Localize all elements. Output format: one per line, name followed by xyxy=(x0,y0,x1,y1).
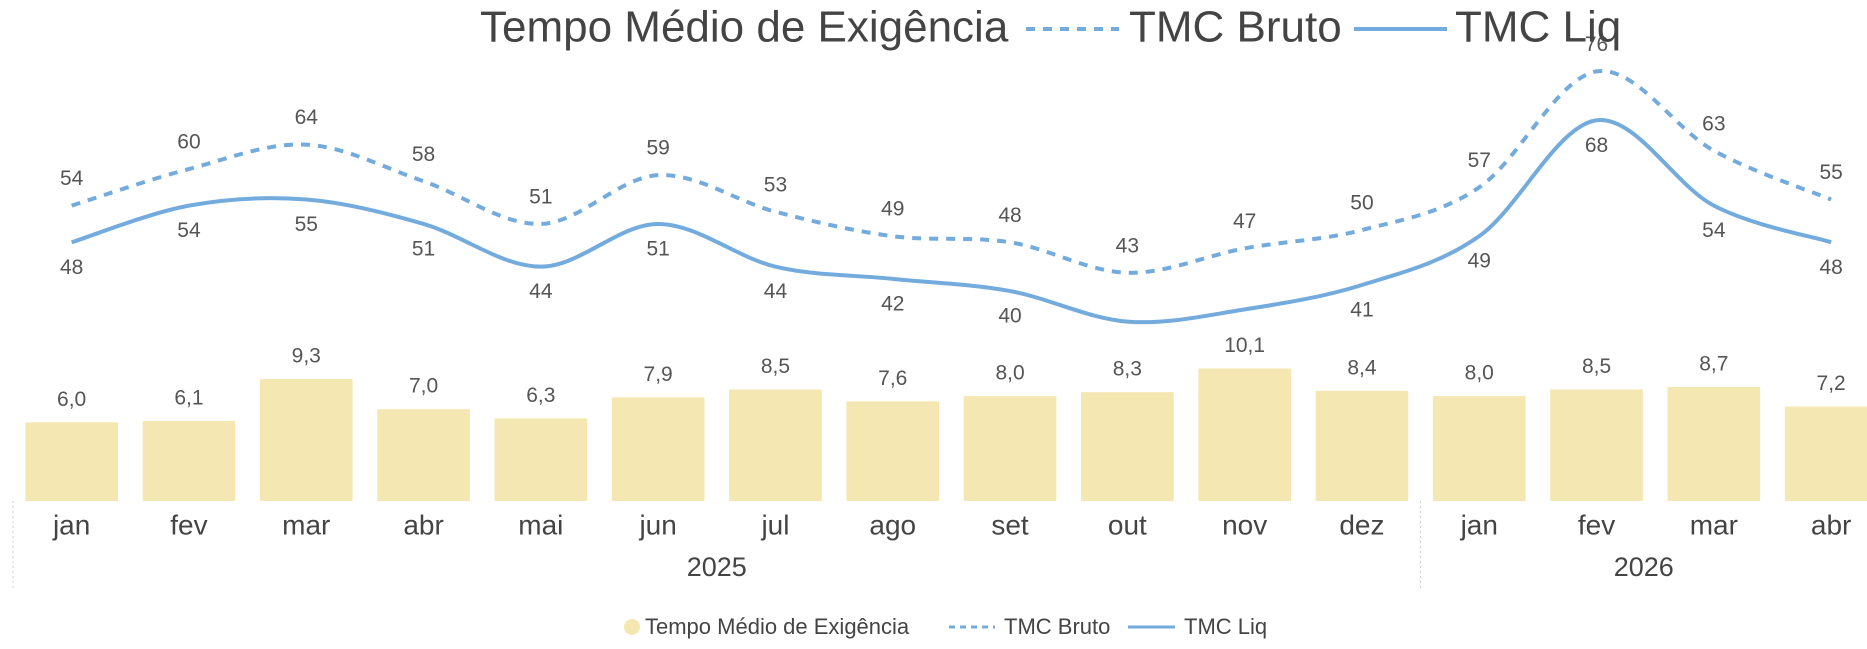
year-label: 2025 xyxy=(687,552,747,582)
line-label: 54 xyxy=(177,219,201,242)
legend-title: Tempo Médio de Exigência xyxy=(480,3,1009,52)
bar xyxy=(1315,390,1409,501)
line-label: 44 xyxy=(764,280,788,303)
bar-label: 9,3 xyxy=(292,345,321,368)
x-tick-label: fev xyxy=(170,509,207,540)
line-label: 55 xyxy=(1819,161,1842,184)
line-label: 64 xyxy=(295,106,319,129)
bar-label: 6,0 xyxy=(57,388,86,411)
line-label: 40 xyxy=(998,305,1021,328)
legend-label: TMC Bruto xyxy=(1004,614,1110,639)
line-label: 76 xyxy=(1585,33,1608,56)
x-tick-label: jan xyxy=(52,509,90,540)
bar xyxy=(611,397,705,501)
x-tick-label: mai xyxy=(518,509,563,540)
line-label: 42 xyxy=(881,292,904,315)
bar-label: 8,7 xyxy=(1699,352,1728,375)
year-label: 2026 xyxy=(1614,552,1674,582)
line-label: 54 xyxy=(1702,219,1726,242)
legend-label: TMC Liq xyxy=(1184,614,1267,639)
x-tick-label: mar xyxy=(282,509,330,540)
bar xyxy=(729,389,822,501)
bar-label: 7,6 xyxy=(878,367,907,390)
bar xyxy=(1432,396,1526,501)
bar xyxy=(25,422,118,501)
bar xyxy=(377,409,470,501)
bar xyxy=(494,418,588,501)
x-tick-label: dez xyxy=(1339,509,1384,540)
line-label: 44 xyxy=(529,280,553,303)
bar-label: 8,4 xyxy=(1347,356,1377,379)
line-label: 48 xyxy=(1819,256,1842,279)
x-tick-label: abr xyxy=(1811,509,1851,540)
line-label: 58 xyxy=(412,143,435,166)
line-label: 57 xyxy=(1468,149,1491,172)
x-tick-label: nov xyxy=(1222,509,1267,540)
bar xyxy=(1198,368,1291,501)
line-label: 63 xyxy=(1702,112,1725,135)
x-tick-label: set xyxy=(991,509,1029,540)
bar-label: 8,3 xyxy=(1113,358,1142,381)
bar-label: 6,1 xyxy=(174,387,203,410)
x-tick-label: ago xyxy=(869,509,916,540)
legend-label: Tempo Médio de Exigência xyxy=(645,614,910,639)
bar-label: 8,0 xyxy=(1465,362,1494,385)
bar xyxy=(142,420,236,501)
bar xyxy=(963,396,1057,501)
line-label: 54 xyxy=(60,167,84,190)
bar-label: 10,1 xyxy=(1224,334,1265,357)
x-tick-label: abr xyxy=(403,509,443,540)
line-label: 50 xyxy=(1350,192,1373,215)
line xyxy=(71,118,1832,325)
line-label: 53 xyxy=(764,173,787,196)
bar-label: 7,0 xyxy=(409,375,438,398)
bar xyxy=(1550,389,1643,501)
legend-marker xyxy=(624,619,640,635)
bar-label: 8,5 xyxy=(1582,355,1611,378)
bar-label: 8,0 xyxy=(995,362,1024,385)
bar-label: 8,5 xyxy=(761,355,790,378)
line-label: 43 xyxy=(1116,234,1139,257)
line-label: 48 xyxy=(60,256,83,279)
x-tick-label: jun xyxy=(638,509,676,540)
line-label: 49 xyxy=(1468,250,1491,273)
bar xyxy=(259,379,353,501)
x-tick-label: fev xyxy=(1578,509,1615,540)
line-label: 41 xyxy=(1350,299,1373,322)
bar xyxy=(1667,386,1761,501)
bar-label: 6,3 xyxy=(526,384,555,407)
bar xyxy=(1081,392,1174,501)
bar xyxy=(846,401,940,501)
legend-title: TMC Liq xyxy=(1455,3,1621,52)
line-label: 48 xyxy=(998,204,1021,227)
x-tick-label: out xyxy=(1108,509,1147,540)
bar-label: 7,2 xyxy=(1817,372,1846,395)
line-label: 49 xyxy=(881,198,904,221)
line-label: 51 xyxy=(529,186,552,209)
bar-label: 7,9 xyxy=(644,363,673,386)
line-label: 59 xyxy=(646,137,669,160)
line-label: 60 xyxy=(177,131,200,154)
line xyxy=(71,69,1832,275)
line-label: 68 xyxy=(1585,134,1608,157)
line-label: 51 xyxy=(412,238,435,261)
line-label: 47 xyxy=(1233,210,1256,233)
bar xyxy=(1784,406,1867,501)
x-tick-label: jan xyxy=(1460,509,1498,540)
line-label: 55 xyxy=(295,213,318,236)
x-tick-label: mar xyxy=(1690,509,1738,540)
x-tick-label: jul xyxy=(760,509,789,540)
line-label: 51 xyxy=(646,238,669,261)
legend-title: TMC Bruto xyxy=(1129,3,1342,52)
